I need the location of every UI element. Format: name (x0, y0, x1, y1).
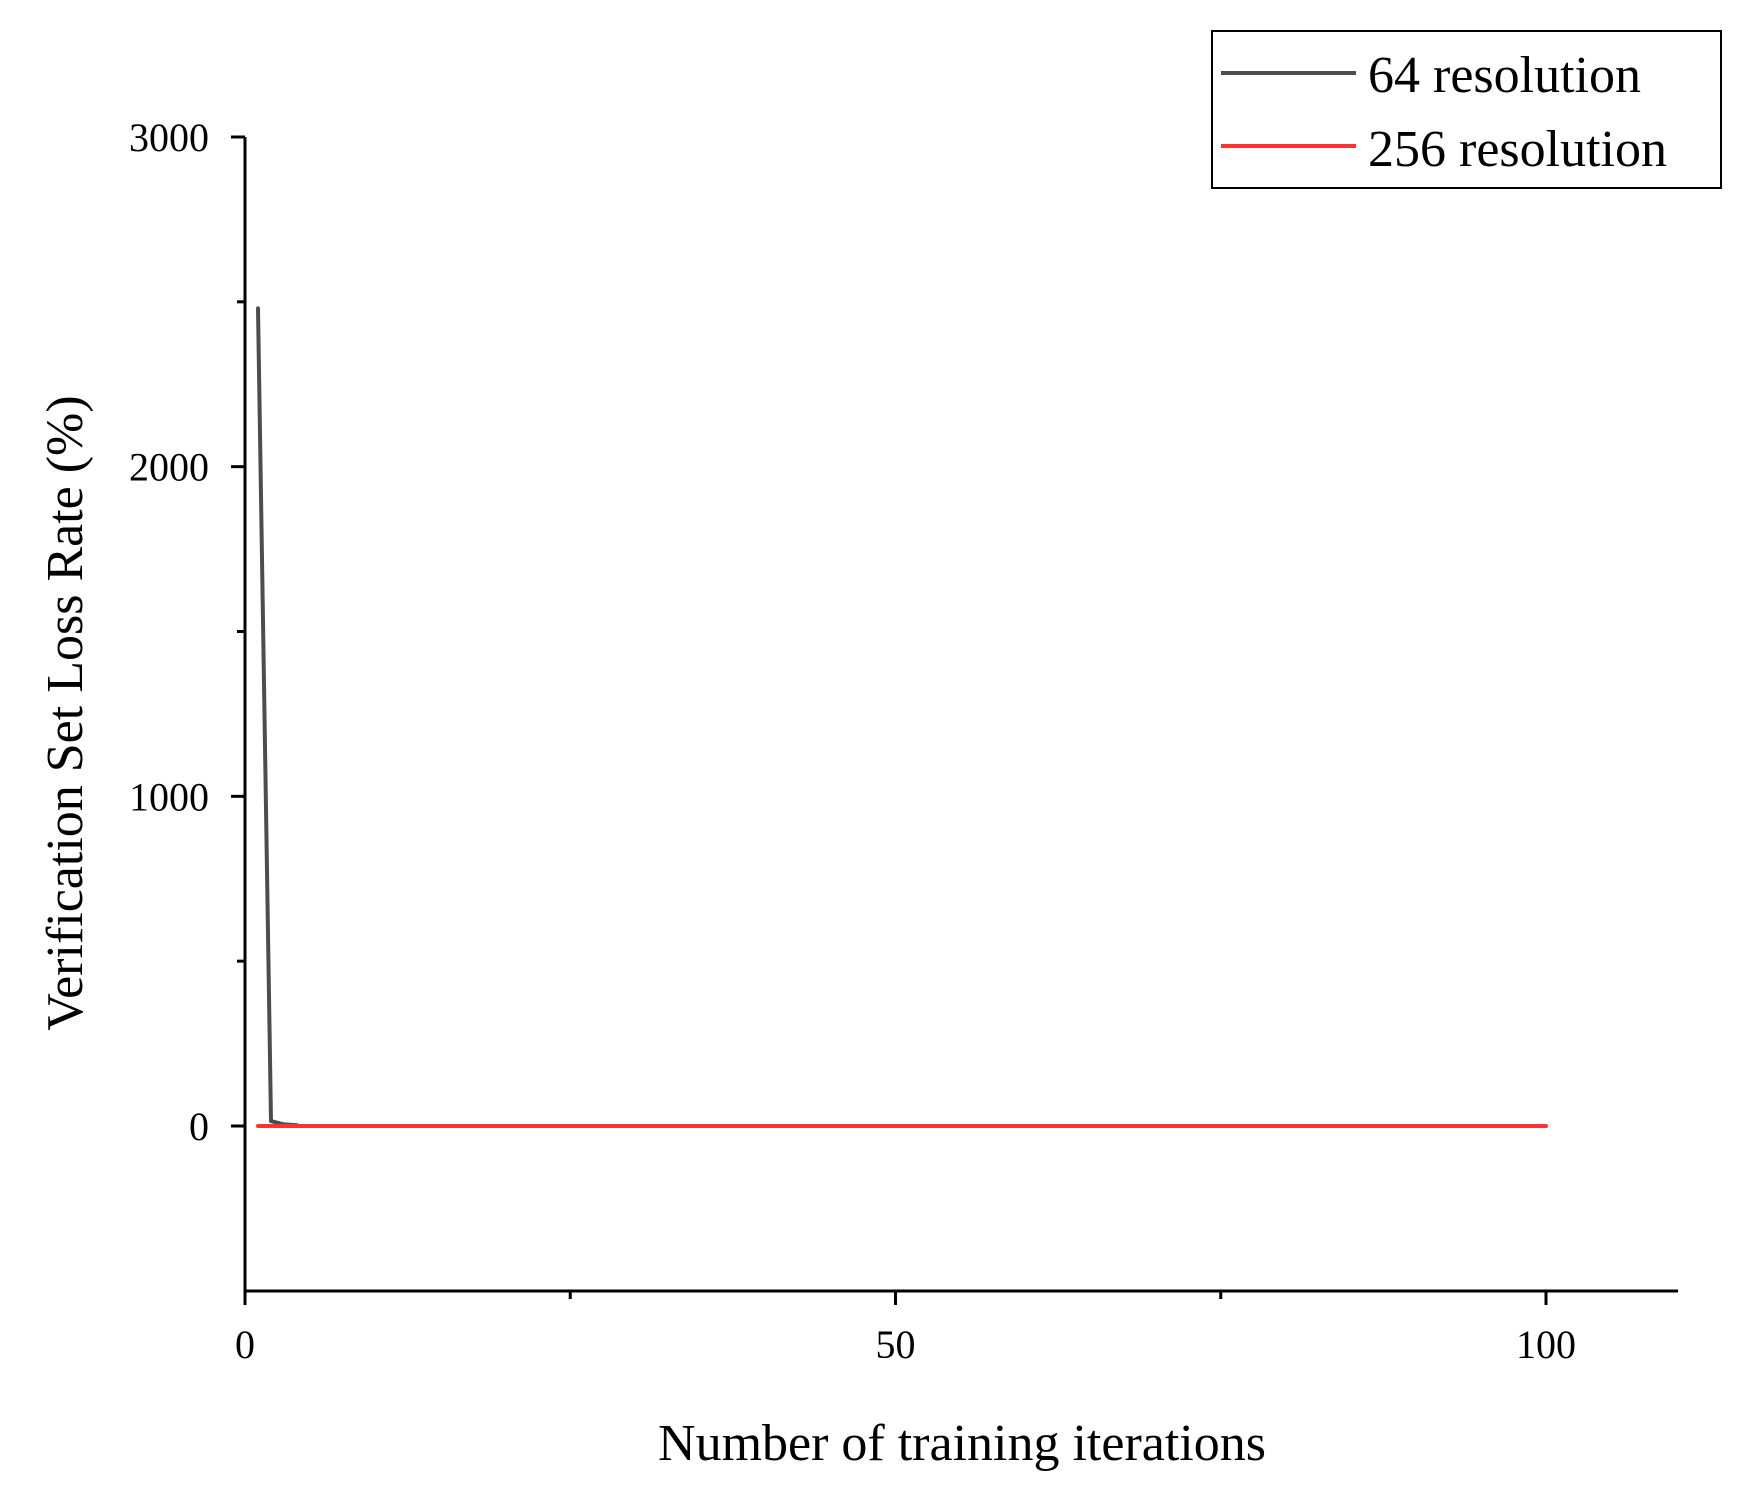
x-tick-label: 100 (1516, 1322, 1576, 1367)
x-tick-label: 0 (235, 1322, 255, 1367)
legend-label-256-resolution: 256 resolution (1368, 121, 1667, 178)
y-tick-label: 3000 (129, 115, 209, 160)
legend: 64 resolution 256 resolution (1211, 30, 1722, 189)
y-axis-title: Verification Set Loss Rate (%) (37, 395, 94, 1030)
legend-label-64-resolution: 64 resolution (1368, 47, 1641, 104)
legend-box (1211, 30, 1722, 189)
y-tick-label: 1000 (129, 774, 209, 819)
x-tick-label: 50 (876, 1322, 916, 1367)
x-axis-ticks: 0 50 100 (235, 1291, 1576, 1367)
series-layer (256, 306, 1548, 1128)
y-tick-label: 0 (189, 1104, 209, 1149)
x-axis-title: Number of training iterations (658, 1415, 1266, 1472)
y-tick-label: 2000 (129, 445, 209, 490)
series-line-64-resolution (256, 306, 299, 1128)
y-axis-ticks: 0 1000 2000 3000 (129, 115, 245, 1149)
